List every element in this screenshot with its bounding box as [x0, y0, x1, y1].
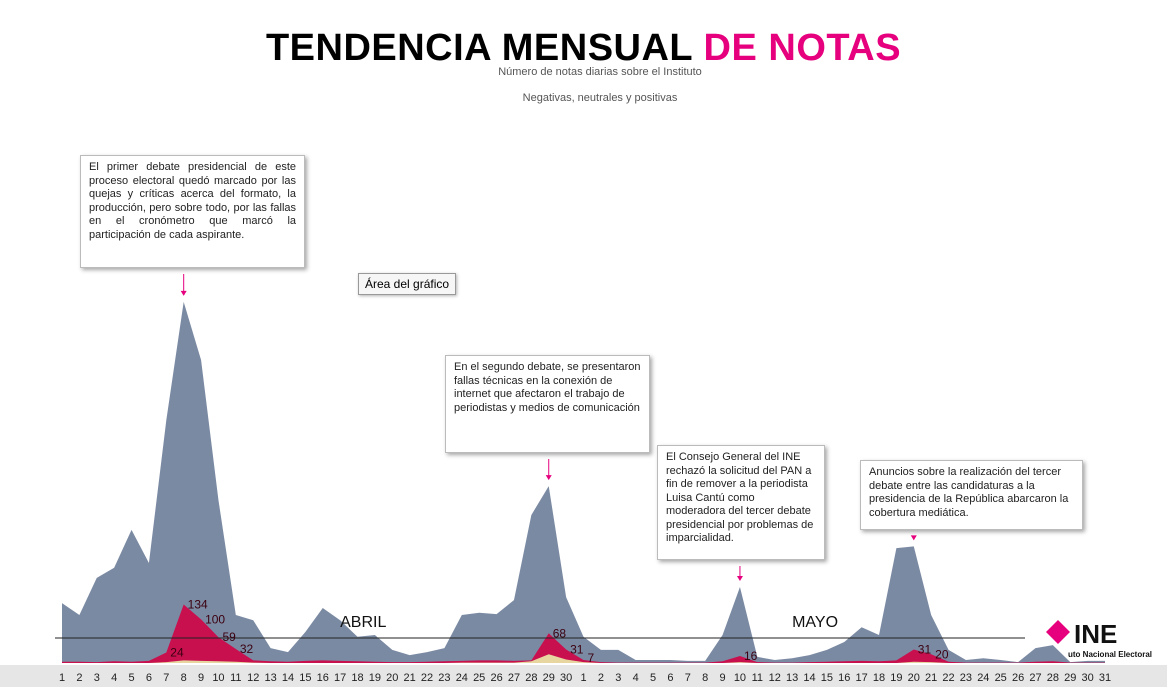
axis-band: [0, 665, 1167, 687]
data-label: 100: [205, 612, 225, 626]
x-tick-label: 10: [212, 672, 224, 684]
x-tick-label: 29: [543, 672, 555, 684]
x-tick-label: 2: [76, 672, 82, 684]
area: [62, 654, 1105, 663]
tooltip: Área del gráfico: [358, 273, 457, 295]
x-tick-label: 30: [560, 672, 572, 684]
annotation: El primer debate presidencial de este pr…: [80, 155, 305, 268]
x-tick-label: 11: [752, 672, 763, 684]
x-tick-label: 14: [282, 672, 294, 684]
annotation: En el segundo debate, se presentaron fal…: [445, 355, 650, 453]
x-tick-label: 29: [1064, 672, 1076, 684]
x-tick-label: 15: [821, 672, 833, 684]
title: TENDENCIA MENSUAL DE NOTAS: [0, 28, 1167, 68]
data-label: 31: [570, 642, 584, 656]
data-label: 134: [188, 597, 208, 611]
x-tick-label: 28: [1047, 672, 1059, 684]
x-tick-label: 3: [615, 672, 621, 684]
logo-diamond: [1046, 620, 1070, 644]
x-tick-label: 27: [508, 672, 520, 684]
x-tick-label: 24: [456, 672, 468, 684]
x-tick-label: 24: [977, 672, 989, 684]
data-label: 68: [553, 626, 567, 640]
x-tick-label: 8: [181, 672, 187, 684]
x-tick-label: 6: [667, 672, 673, 684]
x-tick-label: 6: [146, 672, 152, 684]
x-tick-label: 10: [734, 672, 746, 684]
x-tick-label: 9: [198, 672, 204, 684]
data-label: 7: [588, 651, 595, 665]
x-tick-label: 18: [351, 672, 363, 684]
x-tick-label: 13: [786, 672, 798, 684]
x-tick-label: 25: [473, 672, 485, 684]
x-tick-label: 22: [421, 672, 433, 684]
subtitle2: Negativas, neutrales y positivas: [522, 92, 678, 104]
x-tick-label: 21: [925, 672, 937, 684]
annotation-arrowhead: [736, 576, 743, 582]
x-tick-label: 20: [386, 672, 398, 684]
month-label: MAYO: [792, 614, 838, 631]
month-label: ABRIL: [340, 614, 386, 631]
x-tick-label: 1: [580, 672, 586, 684]
logo: INE: [1074, 619, 1117, 649]
x-tick-label: 23: [438, 672, 450, 684]
annotation: Anuncios sobre la realización del tercer…: [860, 460, 1083, 530]
x-tick-label: 3: [94, 672, 100, 684]
x-tick-label: 15: [299, 672, 311, 684]
x-tick-label: 5: [128, 672, 134, 684]
x-tick-label: 12: [247, 672, 259, 684]
title-main: TENDENCIA MENSUAL: [265, 27, 693, 69]
x-tick-label: 23: [960, 672, 972, 684]
data-label: 20: [935, 647, 949, 661]
annotation-arrowhead: [180, 290, 187, 296]
x-tick-label: 9: [720, 672, 726, 684]
title-highlight: DE NOTAS: [703, 27, 902, 69]
data-label: 16: [744, 649, 758, 663]
x-tick-label: 28: [525, 672, 537, 684]
x-tick-label: 13: [264, 672, 276, 684]
x-tick-label: 11: [230, 672, 241, 684]
x-tick-label: 8: [702, 672, 708, 684]
annotation-arrowhead: [545, 475, 552, 481]
x-tick-label: 22: [942, 672, 954, 684]
x-tick-label: 19: [369, 672, 381, 684]
x-tick-label: 7: [685, 672, 691, 684]
x-tick-label: 30: [1081, 672, 1093, 684]
x-tick-label: 27: [1029, 672, 1041, 684]
x-tick-label: 31: [1099, 672, 1111, 684]
x-tick-label: 16: [838, 672, 850, 684]
annotation-arrowhead: [910, 535, 917, 541]
x-tick-label: 4: [633, 672, 639, 684]
logo-sub: uto Nacional Electoral: [1068, 650, 1152, 659]
x-tick-label: 26: [1012, 672, 1024, 684]
x-tick-label: 7: [163, 672, 169, 684]
area: [62, 301, 1105, 663]
x-tick-label: 12: [769, 672, 781, 684]
annotation: El Consejo General del INE rechazó la so…: [657, 445, 825, 560]
x-tick-label: 5: [650, 672, 656, 684]
data-label: 59: [222, 630, 236, 644]
data-label: 32: [240, 642, 254, 656]
data-label: 31: [918, 642, 932, 656]
x-tick-label: 19: [890, 672, 902, 684]
x-tick-label: 17: [856, 672, 868, 684]
x-tick-label: 18: [873, 672, 885, 684]
x-tick-label: 25: [995, 672, 1007, 684]
data-label: 24: [170, 646, 184, 660]
x-tick-label: 4: [111, 672, 117, 684]
x-tick-label: 1: [59, 672, 65, 684]
x-tick-label: 20: [908, 672, 920, 684]
x-tick-label: 17: [334, 672, 346, 684]
area: [62, 604, 1105, 663]
x-tick-label: 26: [490, 672, 502, 684]
x-tick-label: 21: [404, 672, 416, 684]
subtitle: Número de notas diarias sobre el Institu…: [498, 66, 702, 78]
x-tick-label: 16: [317, 672, 329, 684]
x-tick-label: 2: [598, 672, 604, 684]
x-tick-label: 14: [803, 672, 815, 684]
